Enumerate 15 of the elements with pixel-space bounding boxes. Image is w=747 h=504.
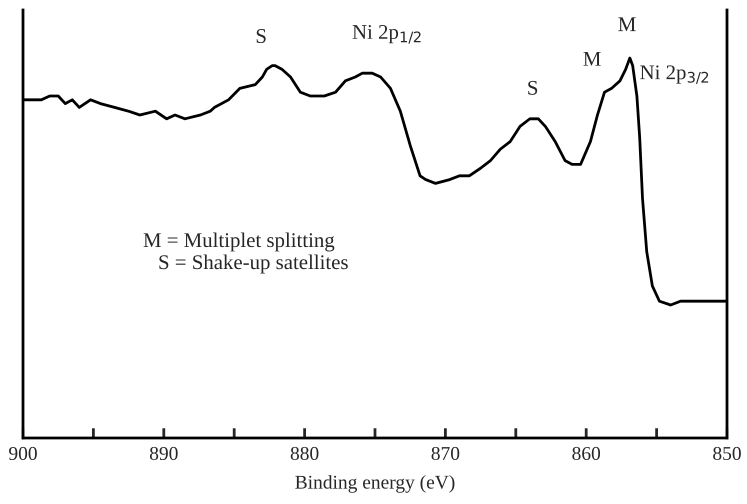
x-tick-label: 850 bbox=[713, 446, 741, 460]
annotation: M bbox=[618, 17, 636, 32]
x-axis-title: Binding energy (eV) bbox=[295, 475, 454, 493]
x-tick-label: 890 bbox=[150, 446, 178, 460]
annotation: S bbox=[256, 29, 266, 44]
annotation: M = Multiplet splitting bbox=[144, 232, 334, 252]
annotation: S = Shake-up satellites bbox=[159, 254, 348, 274]
annotation: M bbox=[583, 52, 601, 66]
annotation: Ni 2p$_{1/2}$ bbox=[352, 25, 421, 44]
x-tick-label: 870 bbox=[432, 446, 460, 460]
x-tick-label: 880 bbox=[290, 446, 318, 460]
x-tick-label: 860 bbox=[572, 446, 600, 460]
x-tick-label: 900 bbox=[9, 446, 37, 460]
annotation: S bbox=[528, 80, 538, 95]
annotation: Ni 2p$_{3/2}$ bbox=[640, 65, 708, 84]
